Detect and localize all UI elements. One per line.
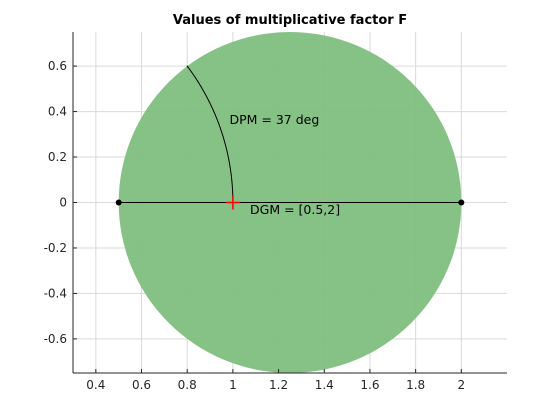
x-tick-label: 1.6 — [360, 378, 379, 392]
chart-title: Values of multiplicative factor F — [173, 13, 407, 28]
text-layer: 0.4 0.6 0.8 1 1.2 1.4 1.6 1.8 2 -0.6 -0.4 -0.2 0 0.2 0… — [44, 59, 466, 392]
x-tick-label: 1.4 — [315, 378, 334, 392]
phase-margin-arc — [186, 65, 234, 203]
y-tick-label: 0 — [59, 196, 67, 210]
x-tick-label: 0.8 — [178, 378, 197, 392]
y-tick-label: -0.4 — [44, 286, 67, 300]
x-tick-label: 1.2 — [269, 378, 288, 392]
annotation-label: DGM = [0.5,2] — [250, 202, 340, 217]
x-tick-label: 1.8 — [406, 378, 425, 392]
x-tick-label: 1 — [229, 378, 237, 392]
y-tick-label: 0.4 — [48, 105, 67, 119]
segment-endpoint — [115, 199, 122, 206]
annotation-label: DPM = 37 deg — [229, 112, 319, 127]
x-tick-label: 0.6 — [132, 378, 151, 392]
y-tick-label: -0.2 — [44, 241, 67, 255]
segment-endpoint — [458, 199, 465, 206]
x-tick-label: 2 — [457, 378, 465, 392]
y-tick-label: 0.2 — [48, 150, 67, 164]
y-tick-label: -0.6 — [44, 332, 67, 346]
y-tick-label: 0.6 — [48, 59, 67, 73]
axes — [72, 32, 507, 374]
nominal-point-marker — [225, 195, 240, 210]
x-tick-label: 0.4 — [86, 378, 105, 392]
line-layer — [115, 65, 465, 210]
